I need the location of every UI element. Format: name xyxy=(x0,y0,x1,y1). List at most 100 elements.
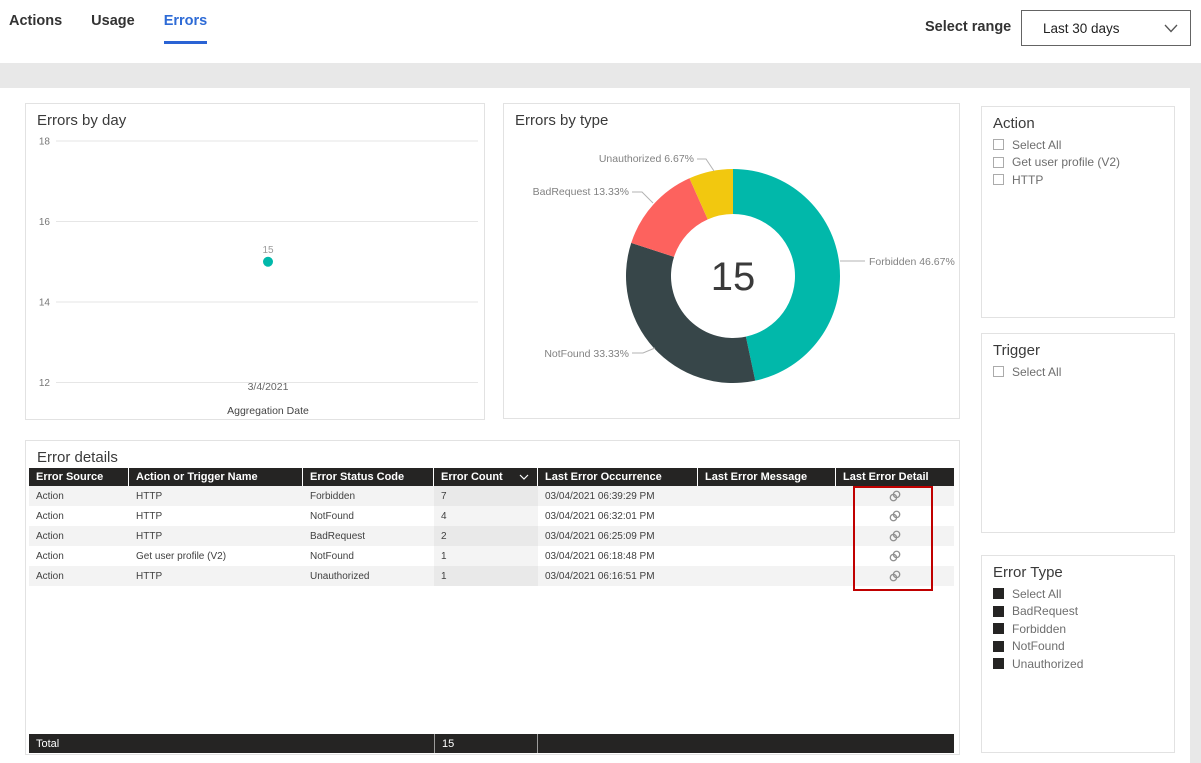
annotation-box xyxy=(853,486,933,591)
table-cell: NotFound xyxy=(310,550,354,562)
table-cell[interactable] xyxy=(836,566,954,586)
tab-actions[interactable]: Actions xyxy=(9,13,63,29)
link-icon[interactable] xyxy=(888,569,902,583)
table-cell: HTTP xyxy=(129,486,303,506)
errors-by-day-title: Errors by day xyxy=(37,112,127,129)
svg-text:18: 18 xyxy=(39,137,51,148)
select-range-label: Select range xyxy=(925,19,1012,35)
svg-text:15: 15 xyxy=(711,255,756,299)
table-cell[interactable] xyxy=(836,506,954,526)
filter-option-forbidden[interactable]: Forbidden xyxy=(993,620,1083,638)
table-cell: 03/04/2021 06:18:48 PM xyxy=(545,550,655,562)
errors-by-day-card: Errors by day 18 16 14 12 15 3/4/2021 Aggregat… xyxy=(25,103,485,420)
checkbox-checked-icon[interactable] xyxy=(993,623,1004,635)
table-cell: Action xyxy=(29,526,129,546)
checkbox-unchecked-icon[interactable] xyxy=(993,139,1004,151)
table-cell xyxy=(698,506,836,526)
svg-text:16: 16 xyxy=(39,217,51,228)
errors-by-day-chart[interactable]: 18 16 14 12 15 3/4/2021 Aggregation Date xyxy=(26,104,484,419)
table-cell: 7 xyxy=(434,486,538,506)
filter-option-badrequest[interactable]: BadRequest xyxy=(993,603,1083,621)
filter-option-label: NotFound xyxy=(1012,639,1065,654)
filter-option-label: Select All xyxy=(1012,364,1062,379)
filter-option-label: HTTP xyxy=(1012,172,1044,187)
total-label: Total xyxy=(36,737,60,750)
filter-option-get-user-profile-v2-[interactable]: Get user profile (V2) xyxy=(993,154,1120,172)
table-cell: 1 xyxy=(434,546,538,566)
svg-text:NotFound 33.33%: NotFound 33.33% xyxy=(544,348,629,360)
column-header-last-error-occurrence[interactable]: Last Error Occurrence xyxy=(538,468,698,486)
error-type-filter-card: Error Type Select All BadRequest Forbidden N… xyxy=(981,555,1175,753)
svg-text:Aggregation Date: Aggregation Date xyxy=(227,405,309,417)
checkbox-unchecked-icon[interactable] xyxy=(993,174,1004,186)
checkbox-unchecked-icon[interactable] xyxy=(993,156,1004,168)
tab-bar: Actions Usage Errors xyxy=(9,13,208,44)
table-total-row: Total 15 xyxy=(29,734,954,753)
filter-option-unauthorized[interactable]: Unauthorized xyxy=(993,655,1083,673)
table-cell: Forbidden xyxy=(303,486,434,506)
svg-text:14: 14 xyxy=(39,298,51,309)
filter-option-select-all[interactable]: Select All xyxy=(993,585,1083,603)
table-cell: HTTP xyxy=(129,566,303,586)
table-row: Action HTTP NotFound 4 03/04/2021 06:32:01 P… xyxy=(29,506,954,526)
scrollbar-gutter[interactable] xyxy=(1190,63,1201,763)
checkbox-checked-icon[interactable] xyxy=(993,658,1004,670)
table-row: Action HTTP BadRequest 2 03/04/2021 06:25:09… xyxy=(29,526,954,546)
tab-errors[interactable]: Errors xyxy=(163,13,208,44)
table-cell xyxy=(698,526,836,546)
errors-by-type-card: Errors by type Forbidden 46.67% NotFound … xyxy=(503,103,960,419)
column-header-error-status-code[interactable]: Error Status Code xyxy=(303,468,434,486)
action-filter-card: Action Select All Get user profile (V2) HTT… xyxy=(981,106,1175,318)
table-cell: Get user profile (V2) xyxy=(136,550,227,562)
range-dropdown-value: Last 30 days xyxy=(1043,20,1120,36)
link-icon[interactable] xyxy=(888,489,902,503)
svg-text:12: 12 xyxy=(39,378,51,389)
filter-option-label: Forbidden xyxy=(1012,621,1067,636)
table-row: Action HTTP Forbidden 7 03/04/2021 06:39:29 … xyxy=(29,486,954,506)
table-cell: HTTP xyxy=(136,510,163,522)
filter-option-notfound[interactable]: NotFound xyxy=(993,638,1083,656)
table-cell: 03/04/2021 06:16:51 PM xyxy=(538,566,698,586)
filter-option-label: Select All xyxy=(1012,586,1062,601)
column-header-error-count[interactable]: Error Count xyxy=(434,468,538,486)
checkbox-unchecked-icon[interactable] xyxy=(993,366,1004,378)
table-cell: NotFound xyxy=(310,510,354,522)
table-cell: 03/04/2021 06:25:09 PM xyxy=(538,526,698,546)
checkbox-checked-icon[interactable] xyxy=(993,588,1004,600)
svg-text:3/4/2021: 3/4/2021 xyxy=(248,381,289,393)
error-details-table: Error Source Action or Trigger Name Error … xyxy=(29,468,954,586)
filter-option-select-all[interactable]: Select All xyxy=(993,363,1061,381)
filter-option-label: Unauthorized xyxy=(1012,656,1084,671)
error-type-filter-card-title: Error Type xyxy=(993,564,1063,581)
tab-usage[interactable]: Usage xyxy=(91,13,135,29)
table-cell: Action xyxy=(29,566,129,586)
column-header-error-source[interactable]: Error Source xyxy=(29,468,129,486)
table-cell[interactable] xyxy=(836,486,954,506)
table-cell: 03/04/2021 06:32:01 PM xyxy=(545,510,655,522)
errors-by-type-chart[interactable]: Forbidden 46.67% NotFound 33.33% BadReques… xyxy=(504,104,959,418)
sort-chevron-icon[interactable] xyxy=(519,474,529,480)
total-count: 15 xyxy=(434,734,538,753)
filter-option-http[interactable]: HTTP xyxy=(993,171,1120,189)
filter-option-select-all[interactable]: Select All xyxy=(993,136,1120,154)
range-dropdown[interactable]: Last 30 days xyxy=(1021,10,1191,46)
link-icon[interactable] xyxy=(888,529,902,543)
table-cell: 1 xyxy=(434,566,538,586)
link-icon[interactable] xyxy=(888,549,902,563)
table-cell: 2 xyxy=(434,526,538,546)
trigger-filter-card-title: Trigger xyxy=(993,342,1040,359)
table-cell[interactable] xyxy=(836,526,954,546)
table-cell: BadRequest xyxy=(303,526,434,546)
checkbox-checked-icon[interactable] xyxy=(993,605,1004,617)
svg-text:BadRequest 13.33%: BadRequest 13.33% xyxy=(533,186,629,198)
checkbox-checked-icon[interactable] xyxy=(993,640,1004,652)
column-header-last-error-message[interactable]: Last Error Message xyxy=(698,468,836,486)
table-cell[interactable] xyxy=(836,546,954,566)
link-icon[interactable] xyxy=(888,509,902,523)
chevron-down-icon xyxy=(1164,24,1178,32)
table-cell: Action xyxy=(36,550,64,562)
column-header-last-error-detail[interactable]: Last Error Detail xyxy=(836,468,954,486)
gray-band xyxy=(0,63,1201,88)
column-header-action-or-trigger-name[interactable]: Action or Trigger Name xyxy=(129,468,303,486)
svg-text:15: 15 xyxy=(262,245,274,256)
